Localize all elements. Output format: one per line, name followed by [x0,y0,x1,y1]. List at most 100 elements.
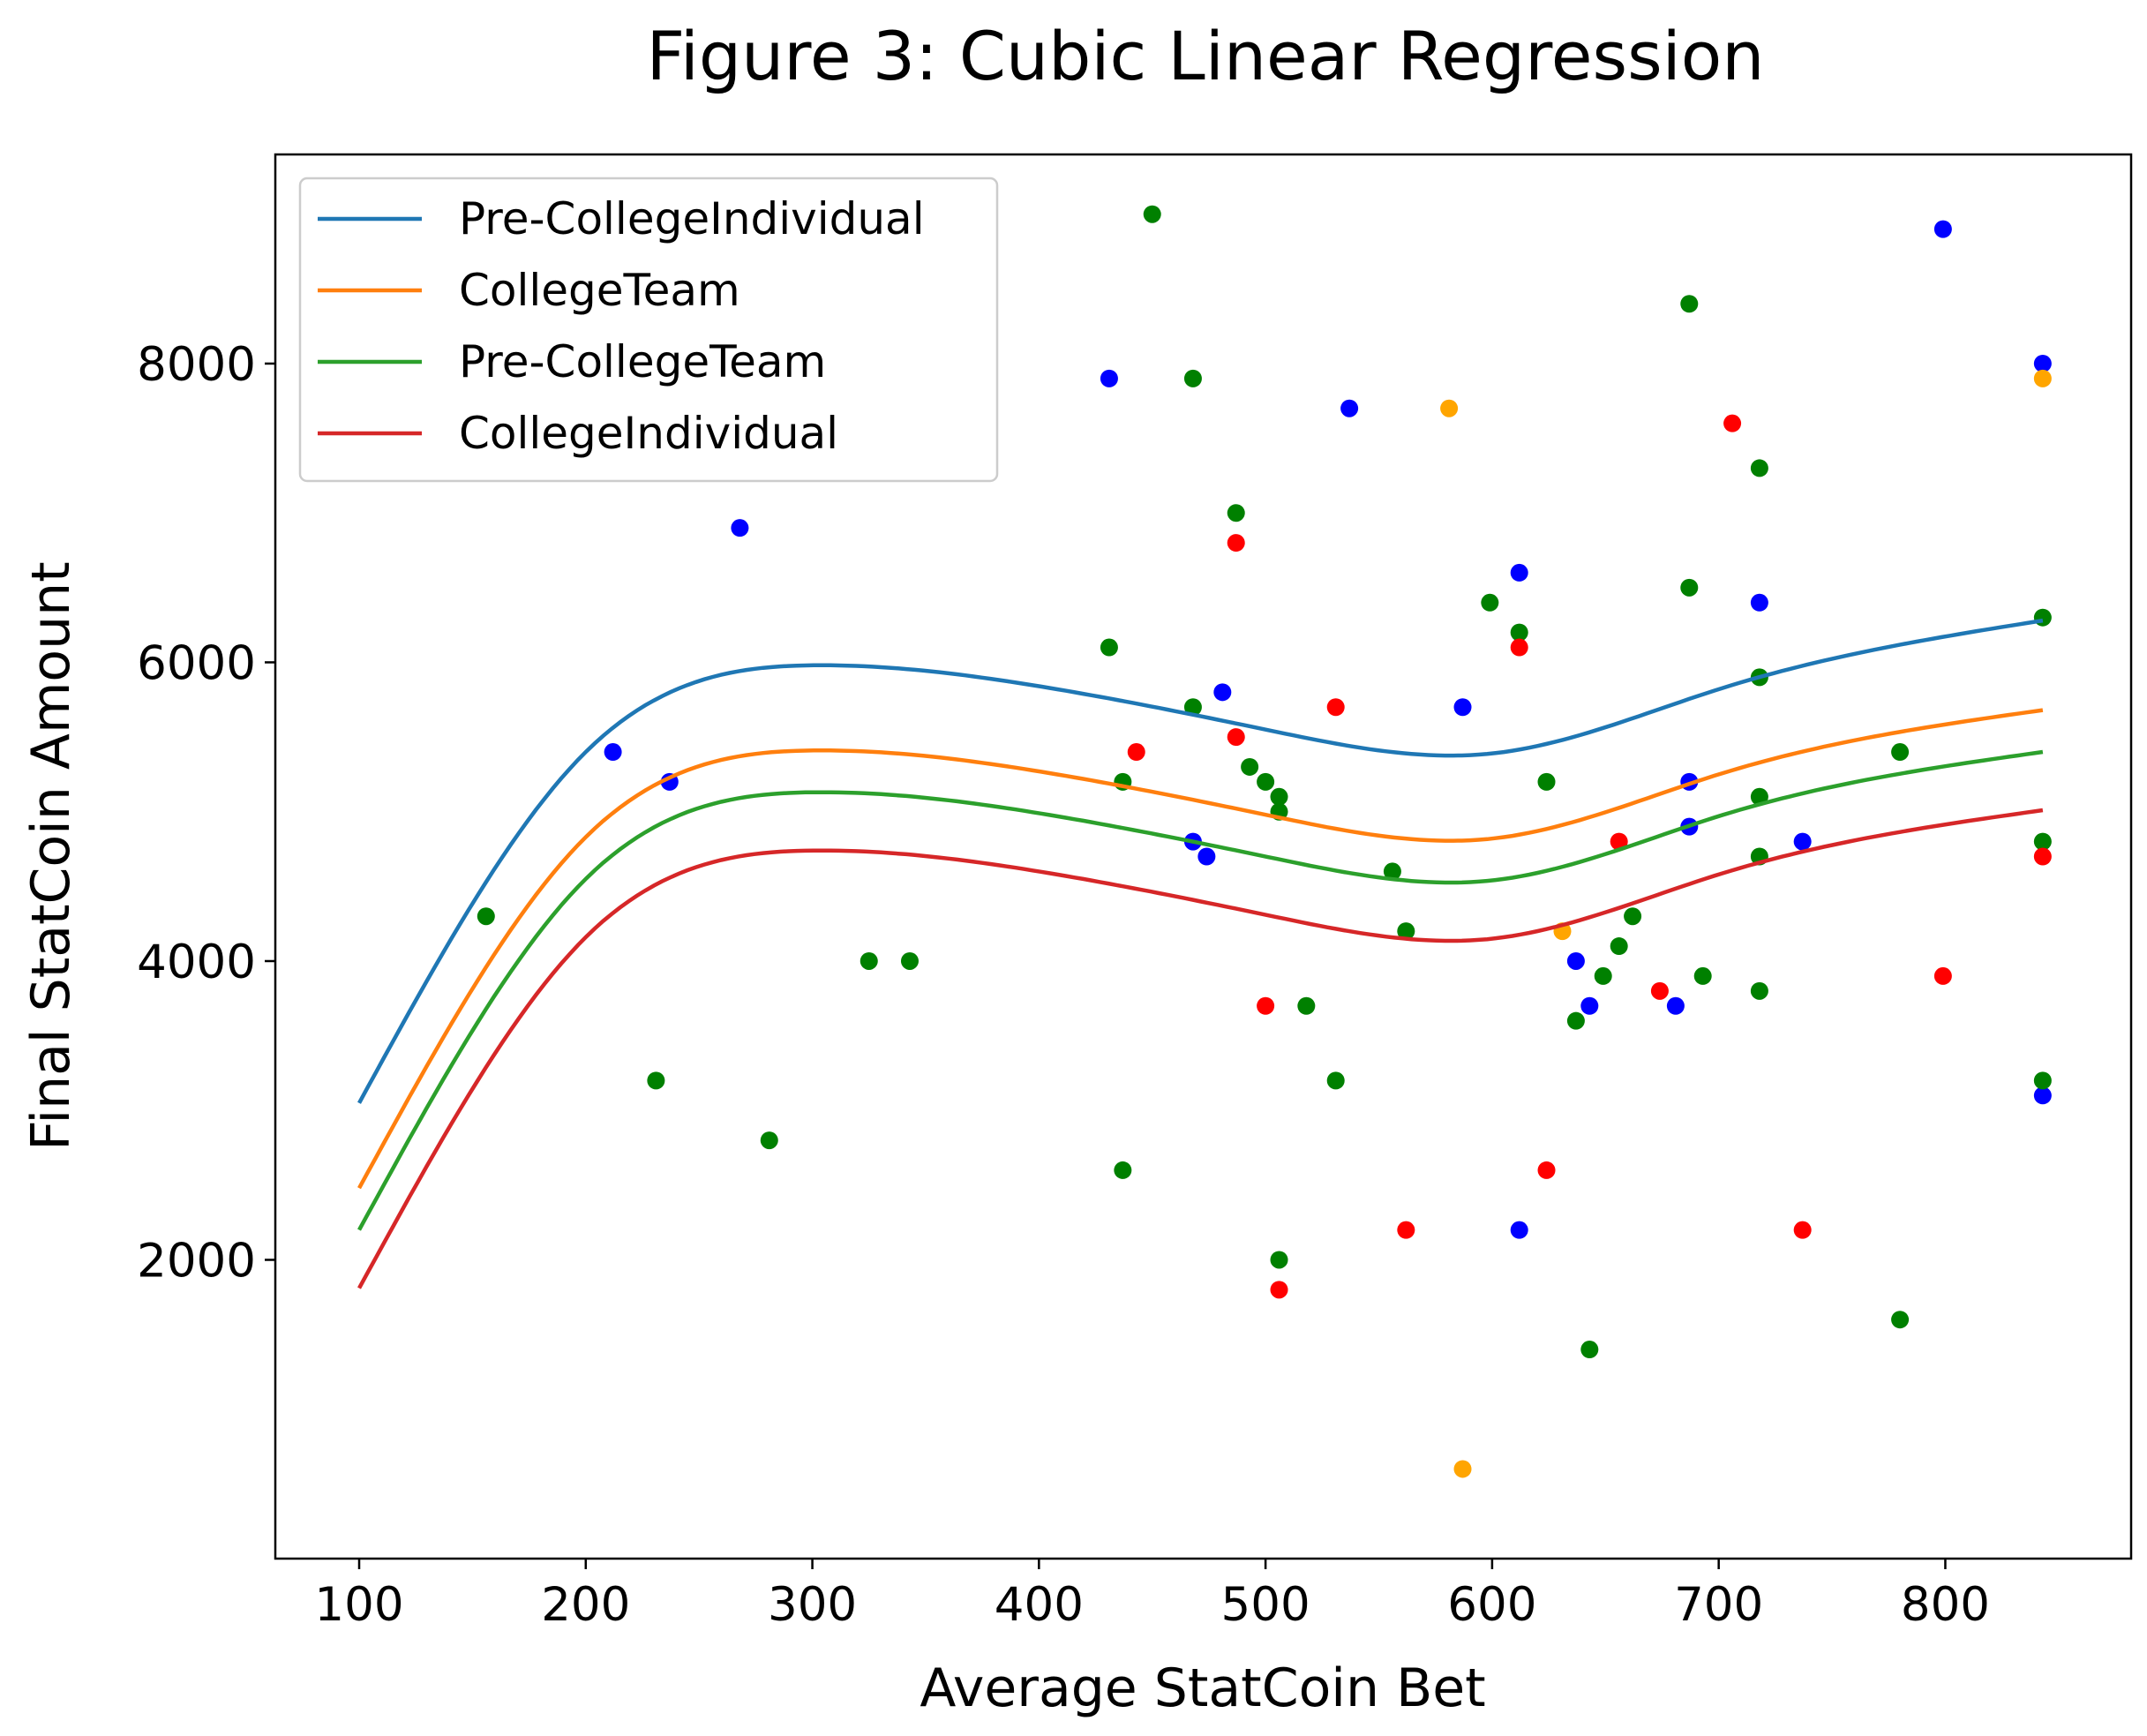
blue-data-point [731,519,749,537]
green-data-point [1481,593,1499,612]
red-data-point [1793,1221,1812,1239]
red-data-point [1610,832,1628,851]
green-data-point [1143,205,1161,223]
green-data-point [647,1071,665,1090]
y-tick-label: 2000 [137,1234,256,1288]
legend-label: Pre-CollegeIndividual [459,193,925,244]
red-data-point [1227,534,1245,552]
green-data-point [1100,638,1118,657]
green-data-point [1227,504,1245,522]
red-data-point [1933,966,1952,985]
blue-data-point [1100,369,1118,387]
orange-data-point [2033,369,2052,387]
regression-curves [357,618,2044,1289]
green-data-point [1624,907,1642,926]
x-tick-label: 500 [1221,1578,1310,1632]
y-axis-label: Final StatCoin Amount [20,561,82,1150]
orange-data-point [1453,1460,1472,1478]
green-data-point [1693,966,1712,985]
green-data-point [1270,787,1288,806]
regression-curve-1 [357,708,2044,1190]
green-data-point [1241,757,1259,776]
regression-curve-2 [357,749,2044,1231]
blue-data-point [1933,220,1952,238]
blue-data-point [1566,951,1585,970]
red-data-point [1397,1221,1415,1239]
red-data-point [1227,728,1245,747]
green-data-point [2033,1071,2052,1090]
orange-data-point [1440,399,1459,417]
chart-title: Figure 3: Cubic Linear Regression [647,17,1765,95]
green-data-point [1510,623,1528,642]
x-axis-ticks: 100 200 300 400 500 600 700 800 [314,1559,1990,1632]
x-tick-label: 800 [1901,1578,1990,1632]
blue-data-point [1453,698,1472,717]
red-data-point [2033,847,2052,866]
regression-curve-0 [357,618,2044,1104]
green-data-point [900,951,919,970]
legend: Pre-CollegeIndividual CollegeTeam Pre-Coll… [298,177,999,483]
green-data-point [760,1131,778,1150]
blue-data-point [1510,1221,1528,1239]
green-data-point [1383,862,1401,881]
green-data-point [1257,772,1275,791]
green-data-point [2033,832,2052,851]
red-data-point [1723,414,1742,432]
blue-data-point [1213,683,1232,702]
y-axis-ticks: 2000 4000 6000 8000 [137,338,275,1288]
green-data-point [1537,772,1556,791]
blue-data-point [1793,832,1812,851]
legend-label: CollegeTeam [459,265,740,316]
red-data-point [1537,1161,1556,1179]
blue-data-point [1340,399,1359,417]
green-data-point [1680,578,1699,597]
green-data-point [1114,1161,1132,1179]
green-data-point [2033,608,2052,627]
x-tick-label: 200 [541,1578,630,1632]
green-data-point [1270,1251,1288,1269]
red-data-point [1127,743,1145,762]
plot-frame [274,153,2133,1560]
x-tick-label: 400 [995,1578,1084,1632]
scatter-points [477,205,2052,1478]
green-data-point [477,907,495,926]
green-data-point [1580,1341,1599,1359]
red-data-point [1650,981,1669,1000]
green-data-point [1750,459,1768,477]
green-data-point [1891,1311,1910,1329]
legend-label: Pre-CollegeTeam [459,336,826,387]
x-tick-label: 300 [768,1578,857,1632]
blue-data-point [1197,847,1216,866]
x-tick-label: 600 [1447,1578,1536,1632]
legend-entries: Pre-CollegeIndividual CollegeTeam Pre-Coll… [318,193,925,459]
legend-box [298,177,999,483]
green-data-point [1297,996,1316,1015]
green-data-point [1750,981,1768,1000]
green-data-point [1183,698,1202,717]
legend-label: CollegeIndividual [459,408,838,459]
green-data-point [1397,922,1415,941]
green-data-point [1566,1011,1585,1030]
x-tick-label: 100 [314,1578,403,1632]
green-data-point [1891,743,1910,762]
red-data-point [1270,1281,1288,1299]
green-data-point [1326,1071,1345,1090]
blue-data-point [1510,563,1528,582]
green-data-point [1680,295,1699,313]
x-tick-label: 700 [1674,1578,1763,1632]
red-data-point [1510,638,1528,657]
blue-data-point [1580,996,1599,1015]
regression-curve-3 [357,808,2044,1289]
green-data-point [1594,966,1612,985]
y-tick-label: 6000 [137,636,256,690]
blue-data-point [604,743,622,762]
blue-data-point [2033,1086,2052,1105]
green-data-point [1610,937,1628,956]
blue-data-point [1666,996,1685,1015]
red-data-point [1326,698,1345,717]
green-data-point [1183,369,1202,387]
y-tick-label: 4000 [137,936,256,989]
blue-data-point [1750,593,1768,612]
green-data-point [860,951,878,970]
blue-data-point [2033,354,2052,372]
